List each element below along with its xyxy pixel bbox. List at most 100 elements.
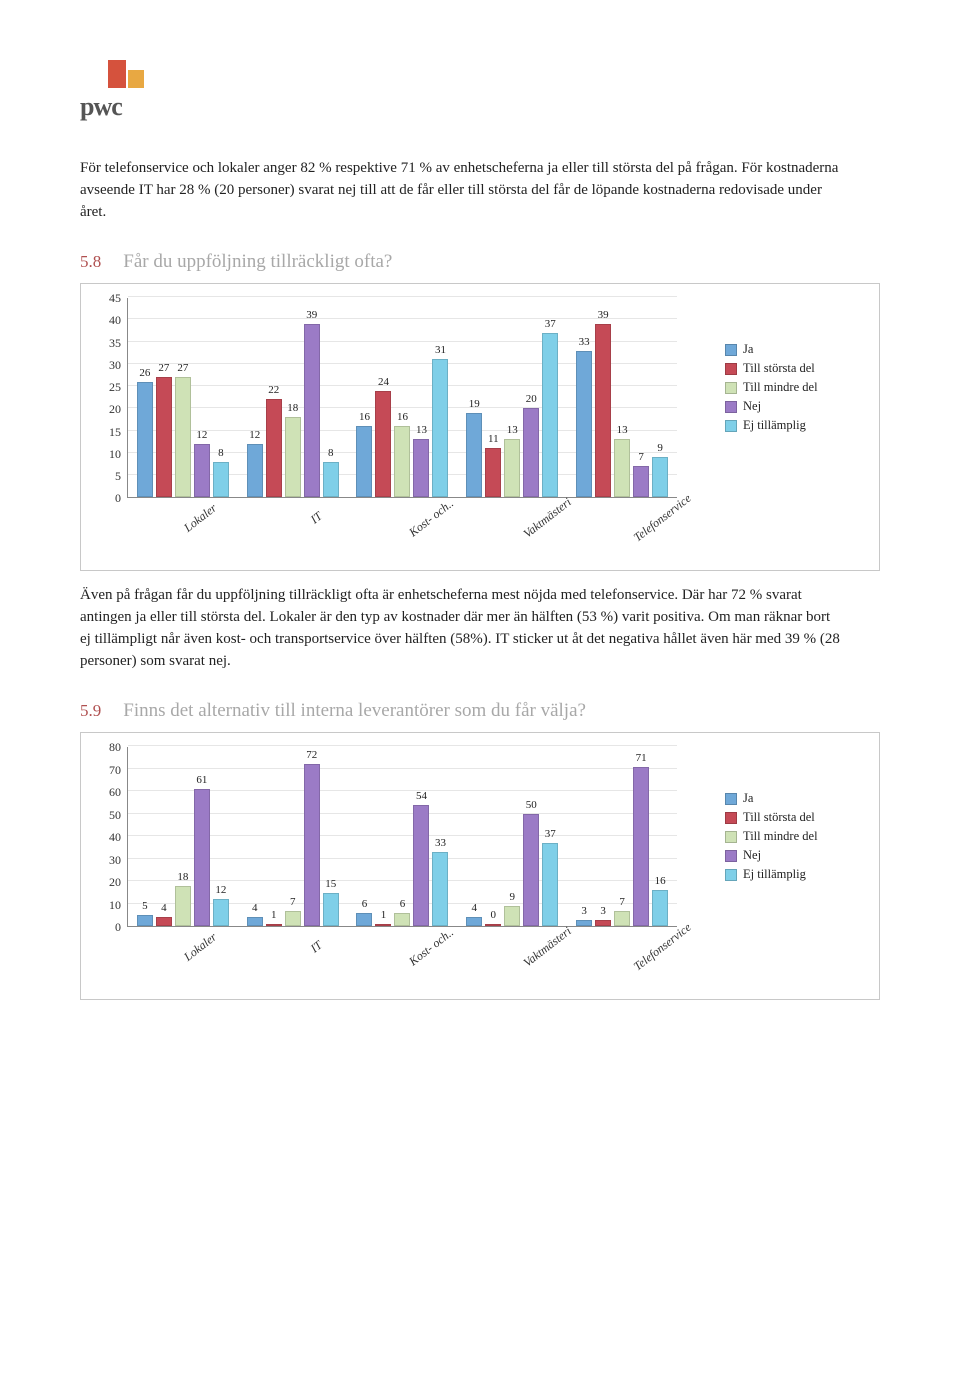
bar: 39 — [304, 324, 320, 497]
bar-value-label: 13 — [416, 424, 427, 436]
legend-swatch — [725, 831, 737, 843]
bar-value-label: 27 — [158, 362, 169, 374]
legend-label: Till största del — [743, 361, 815, 376]
bar: 5 — [137, 915, 153, 926]
bar-group: 4095037 — [457, 814, 567, 927]
bar-group: 262727128 — [128, 377, 238, 497]
bar-value-label: 71 — [636, 752, 647, 764]
bar-value-label: 24 — [378, 376, 389, 388]
section-5-8-number: 5.8 — [80, 252, 101, 272]
bar-value-label: 9 — [510, 891, 516, 903]
bar-group: 33391379 — [567, 324, 677, 497]
bar-value-label: 5 — [142, 900, 148, 912]
bar: 16 — [652, 890, 668, 926]
bar: 39 — [595, 324, 611, 497]
bar: 1 — [375, 924, 391, 926]
section-5-8-title: Får du uppföljning tillräckligt ofta? — [123, 251, 392, 273]
legend-swatch — [725, 382, 737, 394]
legend-swatch — [725, 793, 737, 805]
bar-group: 54 18 6112 — [128, 789, 238, 926]
bar: 1 — [266, 924, 282, 926]
bar-value-label: 7 — [619, 896, 625, 908]
legend-swatch — [725, 420, 737, 432]
bar-value-label: 6 — [362, 898, 368, 910]
bar: 33 — [432, 852, 448, 926]
bar-value-label: 12 — [249, 429, 260, 441]
bar: 26 — [137, 382, 153, 498]
bar: 27 — [175, 377, 191, 497]
bar: 4 — [466, 917, 482, 926]
bar: 13 — [614, 439, 630, 497]
bar: 4 — [156, 917, 172, 926]
bar: 16 — [356, 426, 372, 497]
bar-value-label: 13 — [617, 424, 628, 436]
bar: 72 — [304, 764, 320, 926]
bar: 8 — [323, 462, 339, 498]
paragraph-intro-1: För telefonservice och lokaler anger 82 … — [80, 158, 840, 223]
bar-value-label: 18 — [287, 402, 298, 414]
legend-label: Till största del — [743, 810, 815, 825]
bar: 7 — [614, 911, 630, 927]
bar: 8 — [213, 462, 229, 498]
legend-item: Till största del — [725, 810, 818, 825]
bar: 22 — [266, 399, 282, 497]
bar-group: 3377116 — [567, 767, 677, 927]
bar-value-label: 3 — [600, 905, 606, 917]
legend-swatch — [725, 401, 737, 413]
pwc-logo: pwc — [80, 60, 880, 122]
bar-value-label: 31 — [435, 344, 446, 356]
bar-group: 6165433 — [348, 805, 458, 927]
bar-value-label: 37 — [545, 828, 556, 840]
bar-value-label: 39 — [598, 309, 609, 321]
bar: 33 — [576, 351, 592, 498]
bar-value-label: 9 — [657, 442, 663, 454]
bar: 31 — [432, 359, 448, 497]
bar: 6 — [356, 913, 372, 927]
bar-group: 1624161331 — [348, 359, 458, 497]
paragraph-2: Även på frågan får du uppföljning tillrä… — [80, 585, 840, 672]
bar: 9 — [504, 906, 520, 926]
bar-value-label: 61 — [196, 774, 207, 786]
bar: 37 — [542, 333, 558, 497]
bar: 71 — [633, 767, 649, 927]
bar-value-label: 37 — [545, 318, 556, 330]
legend-item: Ja — [725, 791, 818, 806]
bar: 24 — [375, 391, 391, 498]
bar-value-label: 20 — [526, 393, 537, 405]
legend-item: Nej — [725, 848, 818, 863]
bar-value-label: 27 — [177, 362, 188, 374]
bar-group: 1911132037 — [457, 333, 567, 497]
pwc-logo-blocks — [108, 60, 880, 88]
legend-item: Ej tillämplig — [725, 418, 818, 433]
bar: 54 — [413, 805, 429, 927]
legend-label: Ej tillämplig — [743, 418, 806, 433]
bar: 12 — [194, 444, 210, 497]
bar-value-label: 54 — [416, 790, 427, 802]
bar: 12 — [247, 444, 263, 497]
bar: 12 — [213, 899, 229, 926]
chart-legend: JaTill största delTill mindre delNejEj t… — [725, 298, 818, 437]
section-5-9-number: 5.9 — [80, 701, 101, 721]
bar: 61 — [194, 789, 210, 926]
bar-value-label: 16 — [397, 411, 408, 423]
section-5-9-title: Finns det alternativ till interna levera… — [123, 700, 586, 722]
bar-value-label: 18 — [177, 871, 188, 883]
bar-value-label: 11 — [488, 433, 499, 445]
chart-legend: JaTill största delTill mindre delNejEj t… — [725, 747, 818, 886]
legend-swatch — [725, 344, 737, 356]
bar: 19 — [466, 413, 482, 497]
bar: 13 — [413, 439, 429, 497]
section-5-8-heading: 5.8 Får du uppföljning tillräckligt ofta… — [80, 251, 880, 273]
bar-value-label: 4 — [472, 902, 478, 914]
bar: 7 — [285, 911, 301, 927]
legend-item: Nej — [725, 399, 818, 414]
legend-item: Till mindre del — [725, 829, 818, 844]
bar-group: 122218398 — [238, 324, 348, 497]
bar-value-label: 8 — [218, 447, 224, 459]
legend-swatch — [725, 850, 737, 862]
bar-value-label: 6 — [400, 898, 406, 910]
legend-label: Nej — [743, 399, 761, 414]
bar-value-label: 16 — [359, 411, 370, 423]
legend-label: Till mindre del — [743, 380, 818, 395]
bar: 50 — [523, 814, 539, 927]
